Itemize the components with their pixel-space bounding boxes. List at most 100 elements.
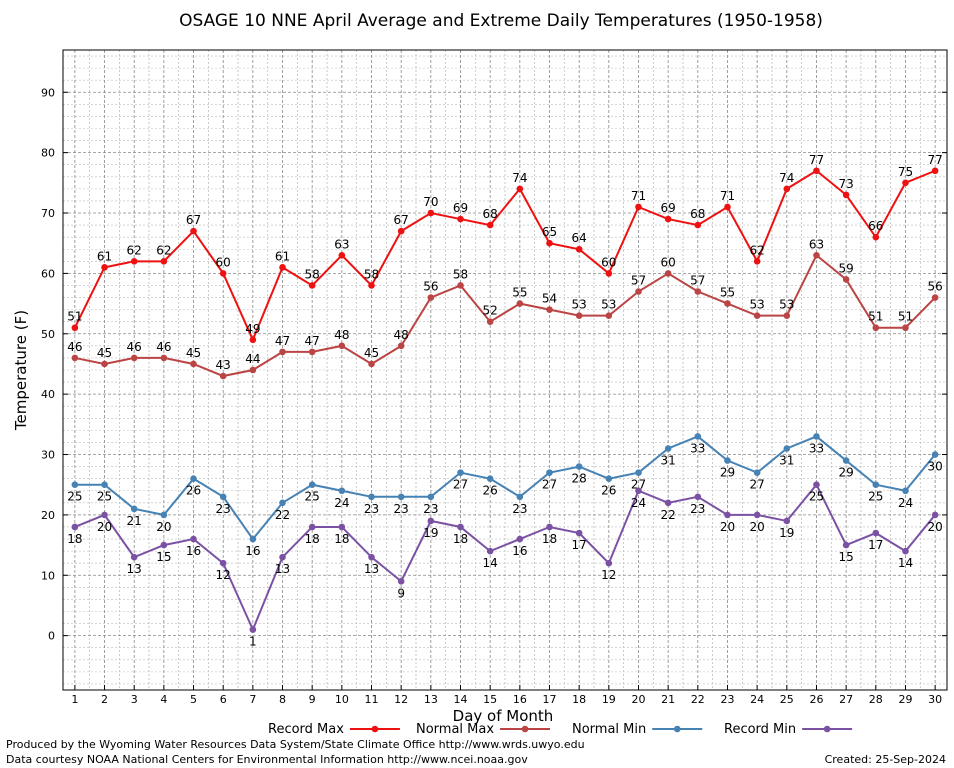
data-point [308, 348, 316, 356]
data-point [130, 553, 138, 561]
series-line [73, 169, 936, 343]
x-tick-label: 12 [394, 693, 408, 706]
data-label: 22 [661, 508, 676, 522]
x-tick-label: 11 [365, 693, 379, 706]
data-point [872, 233, 880, 241]
data-point [635, 203, 642, 211]
y-tick-label: 60 [41, 267, 55, 280]
data-point [753, 312, 761, 319]
x-tick-label: 4 [160, 693, 167, 706]
x-tick-label: 29 [898, 693, 912, 706]
x-tick-label: 20 [631, 693, 645, 706]
data-label: 18 [542, 532, 557, 546]
x-tick-label: 26 [809, 693, 823, 706]
data-label: 16 [512, 544, 527, 558]
data-label: 68 [483, 207, 498, 221]
data-label: 9 [397, 586, 405, 600]
data-label: 23 [364, 502, 379, 516]
data-point [724, 511, 731, 519]
data-label: 24 [898, 496, 913, 510]
data-point [842, 276, 850, 283]
data-label: 31 [779, 453, 794, 467]
data-point [516, 535, 524, 543]
x-tick-label: 17 [542, 693, 556, 706]
data-label: 57 [690, 274, 705, 288]
data-label: 75 [898, 165, 913, 179]
data-point [338, 523, 346, 531]
data-point [219, 270, 227, 277]
data-point [160, 511, 168, 519]
x-tick-label: 10 [335, 693, 349, 706]
data-point [605, 270, 613, 277]
y-tick-label: 80 [41, 147, 55, 160]
data-label: 66 [868, 219, 883, 233]
data-label: 20 [927, 520, 942, 534]
data-label: 27 [542, 478, 557, 492]
data-point [694, 288, 702, 295]
data-label: 51 [868, 310, 883, 324]
data-point [902, 324, 909, 332]
y-tick-label: 90 [41, 86, 55, 99]
data-point [71, 481, 79, 489]
data-point [457, 523, 464, 531]
data-label: 56 [927, 280, 942, 294]
data-point [575, 312, 583, 319]
data-label: 12 [216, 568, 231, 582]
data-label: 16 [245, 544, 260, 558]
data-point [902, 547, 909, 555]
data-label: 27 [631, 478, 646, 492]
data-label: 60 [216, 255, 231, 269]
data-point [664, 215, 672, 223]
data-label: 23 [690, 502, 705, 516]
data-label: 17 [572, 538, 587, 552]
x-tick-label: 27 [839, 693, 853, 706]
x-tick-label: 1 [71, 693, 78, 706]
data-label: 62 [156, 243, 171, 257]
data-label: 68 [690, 207, 705, 221]
data-label: 17 [868, 538, 883, 552]
data-point [101, 511, 108, 519]
data-label: 24 [631, 496, 646, 510]
data-point [546, 469, 553, 476]
data-point [931, 511, 939, 519]
data-point [249, 535, 257, 543]
data-label: 22 [275, 508, 290, 522]
x-tick-label: 25 [780, 693, 794, 706]
data-label: 19 [779, 526, 794, 540]
data-label: 53 [601, 298, 616, 312]
data-label: 26 [186, 484, 201, 498]
data-label: 20 [97, 520, 112, 534]
data-point [813, 251, 820, 259]
data-point [783, 517, 791, 525]
x-tick-label: 6 [220, 693, 227, 706]
data-point [101, 360, 108, 368]
data-point [368, 360, 375, 368]
data-point [516, 185, 524, 193]
data-label: 51 [898, 310, 913, 324]
footer-produced-by: Produced by the Wyoming Water Resources … [6, 738, 585, 751]
data-label: 65 [542, 225, 557, 239]
data-label: 23 [423, 502, 438, 516]
data-label: 70 [423, 195, 438, 209]
data-point [368, 282, 375, 289]
x-tick-label: 3 [131, 693, 138, 706]
data-point [753, 511, 761, 519]
chart-title: OSAGE 10 NNE April Average and Extreme D… [179, 11, 823, 31]
data-label: 26 [601, 484, 616, 498]
data-label: 28 [572, 472, 587, 486]
x-tick-label: 13 [424, 693, 438, 706]
data-point [605, 559, 613, 567]
y-tick-label: 20 [41, 509, 55, 522]
data-point [813, 433, 820, 440]
x-tick-label: 22 [691, 693, 705, 706]
x-tick-label: 14 [454, 693, 468, 706]
data-label: 47 [275, 334, 290, 348]
series-line [74, 482, 936, 633]
data-label: 55 [512, 286, 527, 300]
data-label: 77 [809, 153, 824, 167]
data-point [813, 167, 820, 175]
data-point [872, 324, 880, 332]
data-label: 13 [275, 562, 290, 576]
data-label: 61 [275, 249, 290, 263]
data-label: 44 [245, 352, 260, 366]
